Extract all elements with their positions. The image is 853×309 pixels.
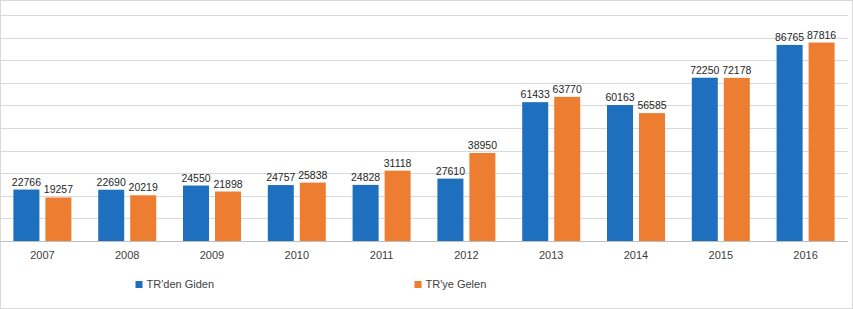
data-label: 24757 — [266, 171, 295, 183]
x-axis-line — [0, 241, 848, 242]
legend-label: TR'den Giden — [147, 278, 215, 290]
x-tick-label: 2012 — [454, 249, 478, 261]
bar — [130, 195, 156, 241]
bar — [437, 179, 463, 241]
data-label: 38950 — [468, 139, 497, 151]
data-label: 20219 — [129, 181, 158, 193]
bar — [724, 78, 750, 241]
data-label: 63770 — [553, 83, 582, 95]
x-tick-label: 2016 — [793, 249, 817, 261]
bar — [809, 43, 835, 241]
data-label: 22766 — [12, 176, 41, 188]
grid-line — [0, 105, 848, 106]
bar — [98, 190, 124, 241]
data-label: 21898 — [213, 178, 242, 190]
grid-line — [0, 173, 848, 174]
chart: 22766 22690 24550 24757 24828 27610 61433 60163… — [0, 0, 853, 309]
x-tick-label: 2011 — [370, 249, 394, 261]
grid-line — [0, 83, 848, 84]
data-label: 22690 — [97, 176, 126, 188]
bar — [215, 192, 241, 241]
chart-container: 22766 22690 24550 24757 24828 27610 61433 60163… — [0, 0, 853, 309]
bars — [13, 43, 834, 241]
bar — [45, 197, 71, 241]
bar — [268, 185, 294, 241]
grid — [0, 16, 848, 242]
x-tick-label: 2007 — [30, 249, 54, 261]
grid-line — [0, 218, 848, 219]
bar — [469, 153, 495, 241]
bar — [692, 78, 718, 241]
bar — [183, 186, 209, 241]
data-label: 60163 — [605, 91, 634, 103]
bar — [300, 183, 326, 241]
bar — [353, 185, 379, 241]
bar — [639, 113, 665, 241]
bar — [777, 45, 803, 241]
data-label: 87816 — [807, 29, 836, 41]
data-label: 27610 — [436, 165, 465, 177]
legend-swatch — [136, 281, 143, 288]
data-label: 24828 — [351, 171, 380, 183]
x-tick-label: 2013 — [539, 249, 563, 261]
chart-frame — [1, 1, 853, 309]
bar — [522, 102, 548, 241]
grid-line — [0, 15, 848, 16]
bar — [13, 190, 39, 241]
grid-line — [0, 128, 848, 129]
x-tick-label: 2015 — [709, 249, 733, 261]
data-label: 72178 — [722, 64, 751, 76]
data-label: 86765 — [775, 31, 804, 43]
bar — [385, 171, 411, 241]
legend-label: TR'ye Gelen — [426, 278, 487, 290]
x-tick-label: 2010 — [285, 249, 309, 261]
x-tick-label: 2014 — [624, 249, 648, 261]
data-label: 19257 — [44, 183, 73, 195]
grid-line — [0, 196, 848, 197]
data-label: 72250 — [690, 64, 719, 76]
bar — [554, 97, 580, 241]
grid-line — [0, 151, 848, 152]
x-tick-label: 2008 — [115, 249, 139, 261]
data-labels: 22766 22690 24550 24757 24828 27610 61433 60163… — [12, 29, 837, 196]
grid-line — [0, 38, 848, 39]
data-label: 24550 — [181, 172, 210, 184]
legend: TR'den Giden TR'ye Gelen — [136, 278, 487, 290]
bar — [607, 105, 633, 241]
x-tick-label: 2009 — [200, 249, 224, 261]
data-label: 56585 — [637, 99, 666, 111]
data-label: 61433 — [521, 88, 550, 100]
legend-swatch — [415, 281, 422, 288]
data-label: 25838 — [298, 169, 327, 181]
grid-line — [0, 60, 848, 61]
data-label: 31118 — [384, 157, 412, 169]
grid-line — [0, 241, 848, 242]
